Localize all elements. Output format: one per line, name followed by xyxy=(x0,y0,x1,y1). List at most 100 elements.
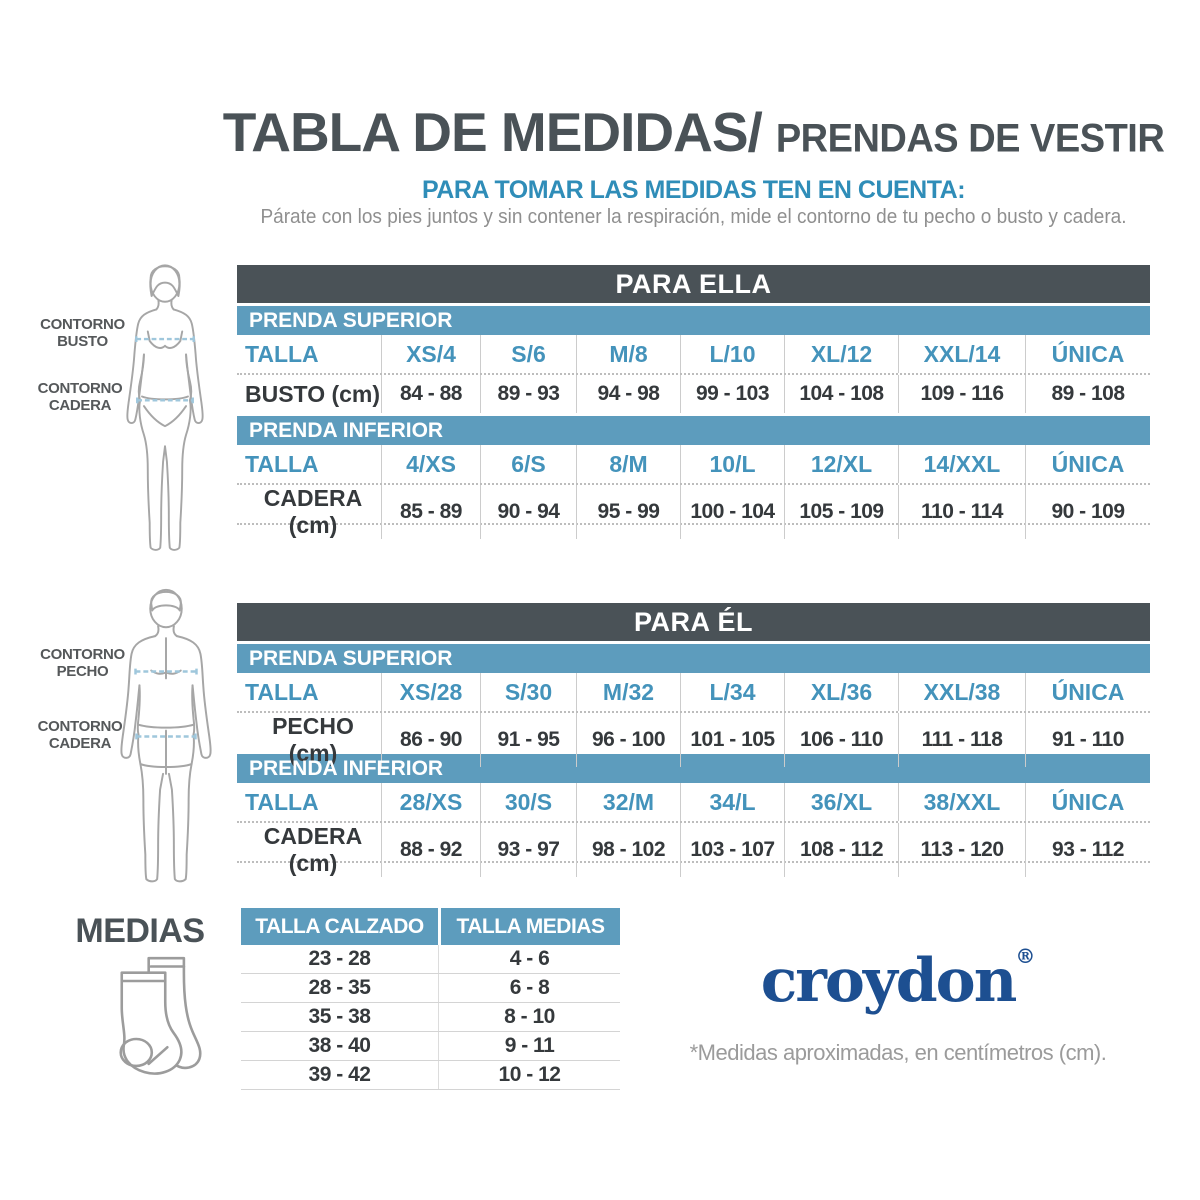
registered-trademark-symbol: ® xyxy=(1015,944,1036,968)
el-cadera-row: CADERA (cm) 88 - 92 93 - 97 98 - 102 103… xyxy=(237,823,1150,877)
value-cell: 105 - 109 xyxy=(784,485,898,539)
size-cell: XXL/38 xyxy=(898,673,1025,711)
dotted-separator xyxy=(237,483,1150,485)
dotted-separator xyxy=(237,523,1150,525)
el-inferior-talla-row: TALLA 28/XS 30/S 32/M 34/L 36/XL 38/XXL … xyxy=(237,783,1150,821)
value-cell: 86 - 90 xyxy=(381,713,480,767)
measuring-instructions-heading: PARA TOMAR LAS MEDIDAS TEN EN CUENTA: xyxy=(421,176,966,204)
medias-row: 35 - 38 8 - 10 xyxy=(241,1003,620,1032)
size-table-para-ella: PARA ELLA PRENDA SUPERIOR TALLA XS/4 S/6… xyxy=(237,265,1150,539)
ella-busto-row: BUSTO (cm) 84 - 88 89 - 93 94 - 98 99 - … xyxy=(237,375,1150,413)
medias-row: 39 - 42 10 - 12 xyxy=(241,1061,620,1090)
medias-row: 28 - 35 6 - 8 xyxy=(241,974,620,1003)
el-prenda-superior-band: PRENDA SUPERIOR xyxy=(237,644,1150,673)
size-cell: XS/28 xyxy=(381,673,480,711)
size-cell: L/10 xyxy=(680,335,784,373)
size-cell: XS/4 xyxy=(381,335,480,373)
size-cell: ÚNICA xyxy=(1025,783,1150,821)
male-body-outline-icon xyxy=(120,588,212,883)
male-figure-illustration xyxy=(92,582,240,887)
size-cell: 6/S xyxy=(480,445,576,483)
size-cell: 4/XS xyxy=(381,445,480,483)
dotted-separator xyxy=(237,711,1150,713)
value-cell: 108 - 112 xyxy=(784,823,898,877)
dotted-separator xyxy=(237,373,1150,375)
ella-prenda-superior-band: PRENDA SUPERIOR xyxy=(237,306,1150,335)
medias-col-calzado-header: TALLA CALZADO xyxy=(241,908,438,945)
size-cell: 32/M xyxy=(576,783,680,821)
value-cell: 109 - 116 xyxy=(898,375,1025,413)
medias-row: 23 - 28 4 - 6 xyxy=(241,945,620,974)
talla-label: TALLA xyxy=(245,788,319,815)
value-cell: 88 - 92 xyxy=(381,823,480,877)
medias-size-table: TALLA CALZADO TALLA MEDIAS 23 - 28 4 - 6… xyxy=(241,908,620,1090)
male-chest-contour-label: CONTORNO PECHO xyxy=(40,646,125,680)
value-cell: 94 - 98 xyxy=(576,375,680,413)
para-ella-header: PARA ELLA xyxy=(237,265,1150,303)
value-cell: 90 - 109 xyxy=(1025,485,1150,539)
page-title: TABLA DE MEDIDAS/ PRENDAS DE VESTIR xyxy=(223,100,1165,164)
size-cell: 36/XL xyxy=(784,783,898,821)
value-cell: 95 - 99 xyxy=(576,485,680,539)
measure-label: PECHO (cm) xyxy=(272,713,354,766)
value-cell: 89 - 108 xyxy=(1025,375,1150,413)
el-prenda-inferior-band: PRENDA INFERIOR xyxy=(237,754,1150,783)
size-cell: 28/XS xyxy=(381,783,480,821)
value-cell: 85 - 89 xyxy=(381,485,480,539)
measure-label: BUSTO (cm) xyxy=(245,380,381,407)
brand-logo: croydon® xyxy=(648,944,1148,1016)
socks-icon xyxy=(119,956,202,1075)
value-cell: 99 - 103 xyxy=(680,375,784,413)
value-cell: 100 - 104 xyxy=(680,485,784,539)
size-cell: 30/S xyxy=(480,783,576,821)
ella-inferior-talla-row: TALLA 4/XS 6/S 8/M 10/L 12/XL 14/XXL ÚNI… xyxy=(237,445,1150,483)
size-cell: 38/XXL xyxy=(898,783,1025,821)
value-cell: 103 - 107 xyxy=(680,823,784,877)
value-cell: 104 - 108 xyxy=(784,375,898,413)
measure-label: CADERA (cm) xyxy=(263,823,363,876)
calzado-range: 38 - 40 xyxy=(308,1034,371,1057)
size-table-para-el: PARA ÉL PRENDA SUPERIOR TALLA XS/28 S/30… xyxy=(237,603,1150,877)
calzado-range: 23 - 28 xyxy=(308,947,371,970)
value-cell: 91 - 110 xyxy=(1025,713,1150,767)
female-hip-contour-label: CONTORNO CADERA xyxy=(37,380,123,414)
size-cell: M/32 xyxy=(576,673,680,711)
measurements-footnote: *Medidas aproximadas, en centímetros (cm… xyxy=(689,1040,1107,1065)
measure-label: CADERA (cm) xyxy=(263,485,363,538)
el-superior-talla-row: TALLA XS/28 S/30 M/32 L/34 XL/36 XXL/38 … xyxy=(237,673,1150,711)
size-cell: XL/12 xyxy=(784,335,898,373)
medias-range: 8 - 10 xyxy=(438,1003,620,1031)
size-cell: S/6 xyxy=(480,335,576,373)
size-cell: L/34 xyxy=(680,673,784,711)
value-cell: 93 - 97 xyxy=(480,823,576,877)
ella-superior-talla-row: TALLA XS/4 S/6 M/8 L/10 XL/12 XXL/14 ÚNI… xyxy=(237,335,1150,373)
male-hip-contour-label: CONTORNO CADERA xyxy=(37,718,123,752)
talla-label: TALLA xyxy=(245,340,319,367)
medias-section-title: MEDIAS xyxy=(75,912,205,950)
value-cell: 101 - 105 xyxy=(680,713,784,767)
size-cell: 14/XXL xyxy=(898,445,1025,483)
medias-range: 10 - 12 xyxy=(438,1061,620,1089)
female-bust-contour-label: CONTORNO BUSTO xyxy=(40,316,125,350)
ella-cadera-row: CADERA (cm) 85 - 89 90 - 94 95 - 99 100 … xyxy=(237,485,1150,539)
calzado-range: 39 - 42 xyxy=(308,1063,371,1086)
medias-range: 6 - 8 xyxy=(438,974,620,1002)
ella-prenda-inferior-band: PRENDA INFERIOR xyxy=(237,416,1150,445)
medias-col-medias-header: TALLA MEDIAS xyxy=(441,908,620,945)
talla-label: TALLA xyxy=(245,678,319,705)
size-cell: 34/L xyxy=(680,783,784,821)
value-cell: 96 - 100 xyxy=(576,713,680,767)
size-cell: ÚNICA xyxy=(1025,335,1150,373)
size-cell: XL/36 xyxy=(784,673,898,711)
socks-illustration xyxy=(88,952,228,1097)
size-cell: 10/L xyxy=(680,445,784,483)
value-cell: 91 - 95 xyxy=(480,713,576,767)
page-title-main: TABLA DE MEDIDAS/ xyxy=(222,101,763,163)
value-cell: 111 - 118 xyxy=(898,713,1025,767)
size-cell: 8/M xyxy=(576,445,680,483)
size-cell: ÚNICA xyxy=(1025,673,1150,711)
value-cell: 89 - 93 xyxy=(480,375,576,413)
value-cell: 93 - 112 xyxy=(1025,823,1150,877)
female-body-outline-icon xyxy=(126,264,204,551)
value-cell: 110 - 114 xyxy=(898,485,1025,539)
